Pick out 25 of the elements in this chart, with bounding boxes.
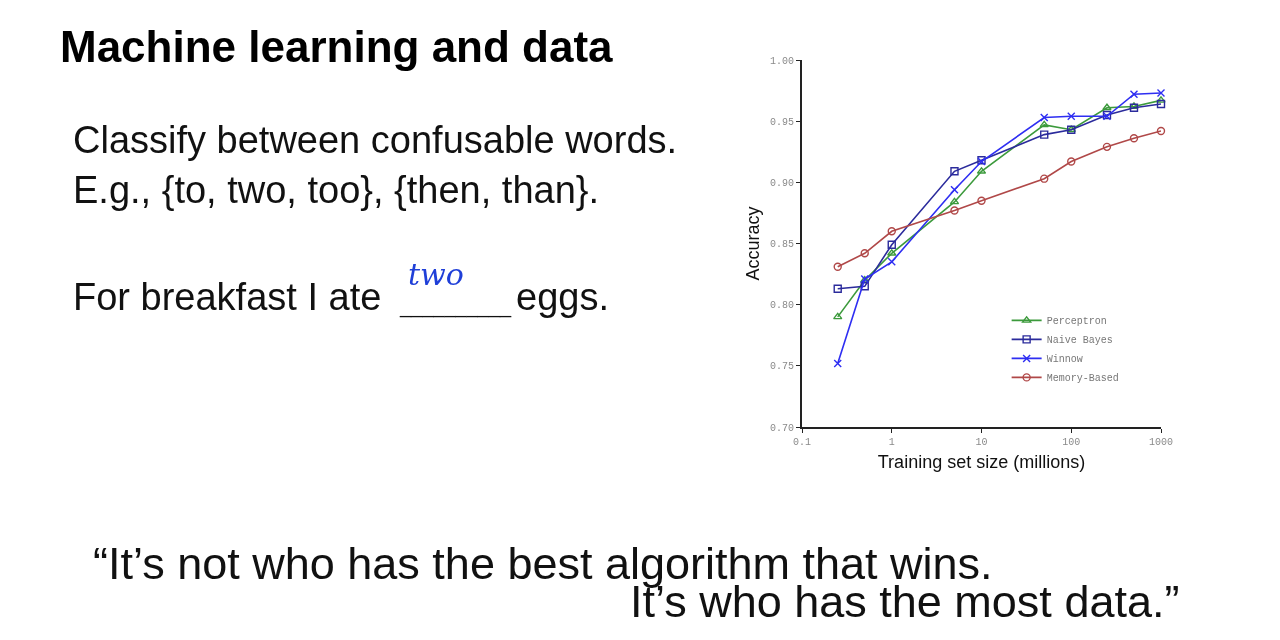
y-tick-label: 0.85	[769, 239, 794, 250]
text: eggs.	[516, 276, 609, 318]
text: two	[408, 257, 464, 292]
text: Classify between confusable words.	[73, 119, 678, 161]
x-tick-label: 10	[975, 437, 988, 448]
legend-label: Memory-Based	[1046, 373, 1119, 385]
x-tick-label: 1	[888, 437, 895, 448]
text: E.g., {to, two, too}, {then, than}.	[73, 169, 600, 211]
text: For breakfast I ate	[73, 276, 382, 318]
x-tick-label: 100	[1062, 437, 1081, 448]
legend-label: Perceptron	[1046, 316, 1107, 328]
x-tick-label: 1000	[1148, 437, 1174, 448]
y-tick-label: 0.75	[769, 361, 794, 373]
x-tick-label: 0.1	[792, 437, 812, 448]
x-axis-title: Training set size (millions)	[877, 451, 1086, 472]
y-tick-label: 0.95	[769, 116, 794, 128]
y-tick-label: 0.80	[769, 300, 794, 312]
y-tick-label: 0.90	[769, 177, 794, 189]
y-tick-label: 1.00	[769, 55, 794, 67]
legend-label: Naive Bayes	[1046, 335, 1113, 347]
legend-label: Winnow	[1046, 354, 1083, 366]
y-axis-title: Accuracy	[742, 206, 763, 281]
text: __________	[399, 295, 513, 318]
text: Machine learning and data	[60, 22, 614, 72]
y-tick-label: 0.70	[769, 422, 794, 434]
